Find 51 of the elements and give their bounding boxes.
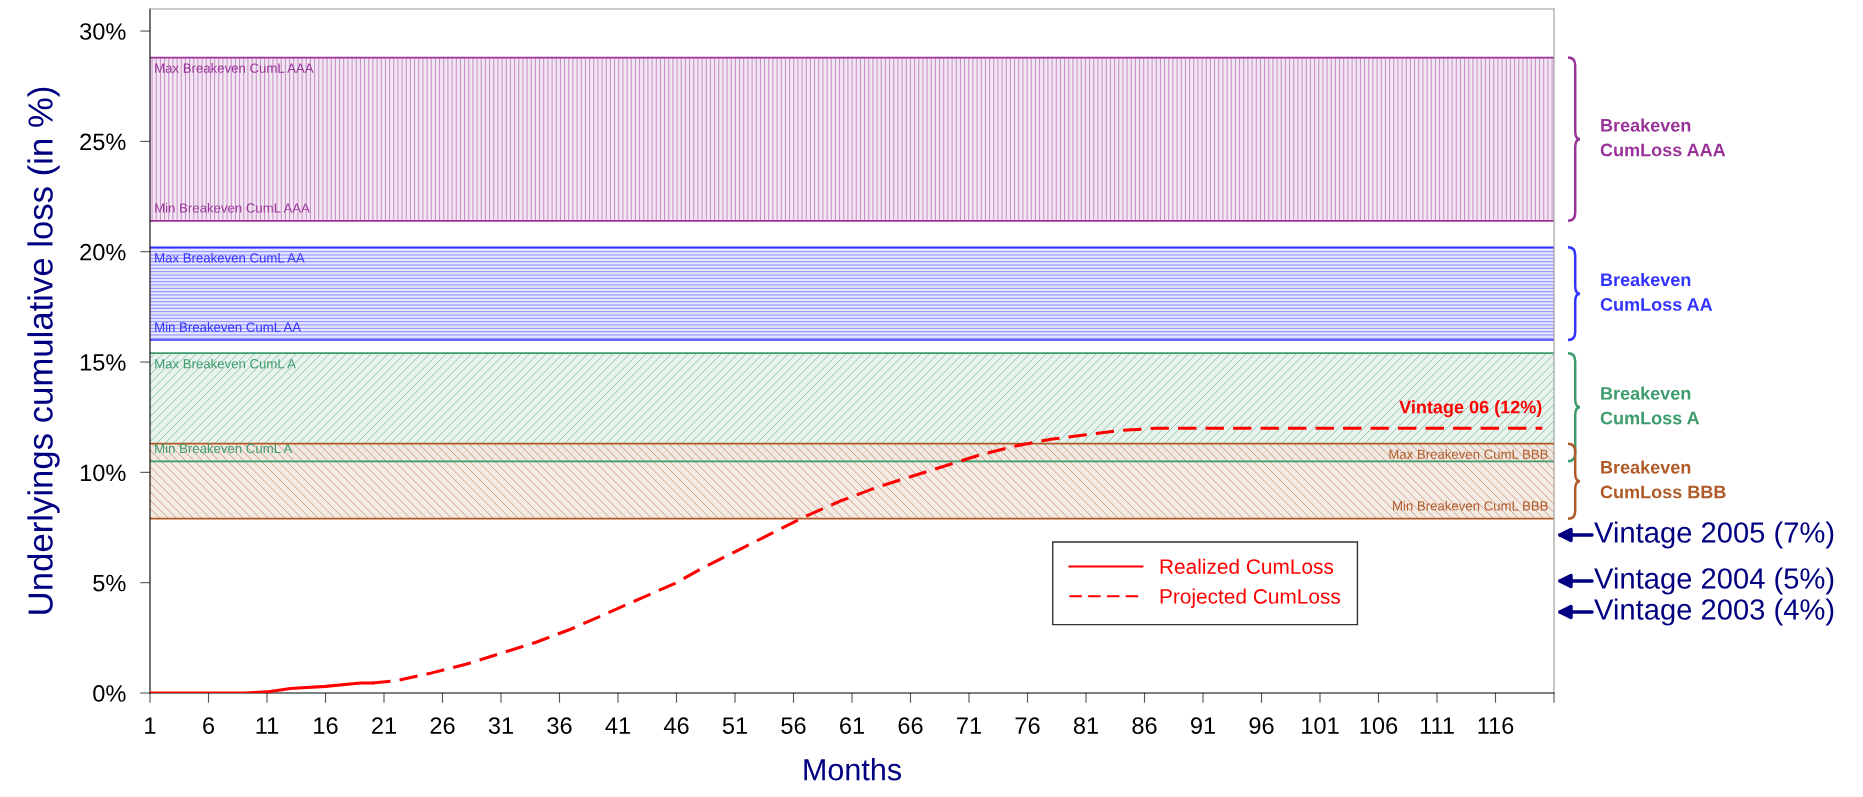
legend-label: Realized CumLoss xyxy=(1160,558,1334,574)
x-tick-label: 31 xyxy=(488,717,513,734)
ref-line-label: Max Breakeven CumL BBB xyxy=(1389,449,1548,459)
x-tick-label: 116 xyxy=(1478,717,1514,734)
ref-line-label: Min Breakeven CumL AA xyxy=(155,322,302,332)
x-tick-label: 56 xyxy=(781,717,806,734)
ref-line-label: Min Breakeven CumL BBB xyxy=(1393,500,1548,511)
annotation: Vintage 06 (12%) xyxy=(1399,400,1542,418)
x-tick-label: 6 xyxy=(203,717,215,734)
x-tick-label: 86 xyxy=(1132,717,1157,734)
text: Vintage 2004 (5%) xyxy=(1594,567,1834,595)
x-tick-label: 101 xyxy=(1302,717,1339,734)
band-label: Breakeven CumLoss AAA xyxy=(1600,118,1726,157)
y-tick-label: 20% xyxy=(80,243,126,261)
band-label: Breakeven CumLoss AA xyxy=(1600,272,1713,311)
y-tick-label: 0% xyxy=(93,685,126,702)
ref-line-label: Max Breakeven CumL A xyxy=(155,358,296,369)
y-tick-label: 10% xyxy=(80,464,126,482)
x-tick-label: 81 xyxy=(1073,717,1098,734)
x-tick-label: 91 xyxy=(1190,717,1215,734)
x-tick-label: 51 xyxy=(722,717,747,734)
band-label: Breakeven CumLoss BBB xyxy=(1600,460,1726,499)
ref-line-label: Max Breakeven CumL AA xyxy=(155,252,305,263)
y-axis-title: Underlyings cumulative loss (in %) xyxy=(27,87,60,614)
y-tick-label: 30% xyxy=(80,23,126,40)
x-tick-label: 66 xyxy=(898,717,923,734)
x-tick-label: 11 xyxy=(256,717,279,734)
legend-label: Projected CumLoss xyxy=(1160,588,1341,608)
x-axis-title: Months xyxy=(804,758,901,781)
text: Vintage 2003 (4%) xyxy=(1594,598,1834,626)
ref-line-label: Max Breakeven CumL AAA xyxy=(155,63,314,73)
text: Vintage 2005 (7%) xyxy=(1594,521,1834,549)
ref-line-label: Min Breakeven CumL AAA xyxy=(155,202,310,213)
x-tick-label: 71 xyxy=(957,717,981,734)
band-label: Breakeven CumLoss A xyxy=(1600,386,1700,425)
x-tick-label: 61 xyxy=(840,717,864,734)
x-tick-label: 111 xyxy=(1420,717,1454,734)
x-tick-label: 21 xyxy=(372,717,396,734)
x-tick-label: 26 xyxy=(430,717,455,734)
x-tick-label: 1 xyxy=(145,717,156,734)
ref-line-label: Min Breakeven CumL A xyxy=(155,443,293,454)
x-tick-label: 106 xyxy=(1360,717,1398,734)
y-tick-label: 25% xyxy=(80,133,126,151)
y-tick-label: 5% xyxy=(93,574,126,592)
x-tick-label: 46 xyxy=(663,717,689,734)
x-tick-label: 41 xyxy=(605,717,630,734)
x-tick-label: 96 xyxy=(1249,717,1274,734)
x-tick-label: 36 xyxy=(547,717,572,734)
y-tick-label: 15% xyxy=(80,354,126,371)
x-tick-label: 76 xyxy=(1015,717,1040,734)
x-tick-label: 16 xyxy=(314,717,338,734)
